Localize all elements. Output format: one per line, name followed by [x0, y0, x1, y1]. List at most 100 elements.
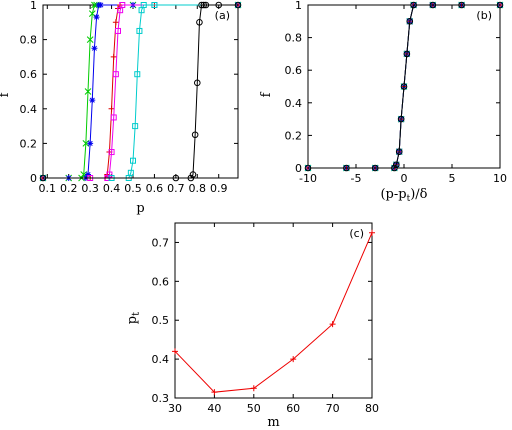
x-tick-label: 40: [207, 402, 221, 415]
data-point: [406, 18, 414, 25]
data-point: [211, 389, 218, 396]
data-point: [187, 174, 195, 182]
x-tick-label: 60: [286, 402, 300, 415]
x-tick-label: 0.7: [167, 182, 185, 195]
data-point: [196, 19, 203, 26]
data-point: [400, 83, 408, 90]
data-point: [89, 97, 96, 104]
series-6: [304, 1, 504, 172]
x-tick-label: 0: [401, 172, 408, 185]
x-tick-label: 10: [493, 172, 507, 185]
plot-frame: [174, 222, 373, 399]
data-point: [290, 356, 297, 363]
data-point: [134, 71, 141, 78]
data-point: [119, 2, 126, 8]
data-point: [132, 123, 139, 130]
data-point: [403, 50, 411, 58]
data-point: [391, 164, 398, 172]
data-point: [410, 1, 417, 9]
data-point: [88, 10, 96, 18]
data-point: [85, 171, 91, 178]
chart-panel-3: 30 40 50 60 70 80 0.3 0.4 0.5 0.6 0.7 m pt (c): [125, 222, 379, 430]
data-point: [91, 45, 98, 52]
y-tick-label: 0.3: [152, 392, 170, 405]
data-point: [112, 19, 119, 26]
data-point: [429, 1, 437, 9]
panel-label: (a): [215, 9, 230, 22]
x-tick-label: 70: [326, 402, 340, 415]
y-tick-label: 0.6: [152, 275, 170, 288]
chart-panel-2: -10 -5 0 5 10 0 0.2 0.4 0.6 0.8 1 (p-pt)/δ f (b): [259, 0, 507, 204]
series-line: [308, 4, 500, 169]
y-tick-label: 0.5: [152, 314, 170, 327]
data-point: [371, 164, 379, 172]
data-point: [343, 164, 350, 172]
y-tick-label: 0.2: [20, 137, 38, 150]
data-point: [250, 385, 257, 392]
data-point: [39, 174, 47, 182]
x-tick-label: 5: [449, 172, 456, 185]
x-tick-label: 30: [168, 402, 182, 415]
x-axis-label: p: [136, 201, 144, 216]
data-point: [172, 348, 178, 355]
data-point: [108, 105, 115, 112]
y-tick-label: 0.6: [285, 64, 303, 77]
panel-label: (c): [349, 227, 364, 240]
y-tick-label: 0: [295, 162, 302, 175]
panel-label: (b): [476, 9, 492, 22]
chart-panel-1: 0.1 0.2 0.3 0.4 0.5 0.6 0.7 0.8 0.900.20.40.60.8…: [0, 0, 242, 216]
data-point: [97, 2, 104, 8]
data-point: [193, 79, 201, 87]
x-tick-label: 0.5: [124, 182, 142, 195]
x-tick-label: 80: [365, 402, 379, 415]
data-point: [110, 53, 117, 60]
data-point: [200, 1, 208, 9]
y-tick-label: 0: [30, 172, 37, 185]
data-point: [369, 229, 375, 236]
data-point: [172, 174, 180, 182]
x-tick-label: 50: [247, 402, 261, 415]
y-axis-label: pt: [125, 312, 142, 324]
data-point: [130, 157, 136, 164]
data-point: [189, 171, 197, 178]
x-tick-label: 0.4: [103, 182, 121, 195]
data-point: [108, 149, 115, 156]
x-axis-label: (p-pt)/δ: [380, 187, 427, 204]
y-tick-label: 0.2: [285, 129, 303, 142]
y-tick-label: 0.8: [285, 32, 303, 45]
data-point: [198, 1, 205, 9]
series-line: [174, 232, 373, 393]
x-tick-label: 0.3: [81, 182, 99, 195]
series-line: [43, 4, 238, 179]
x-tick-label: -5: [351, 172, 362, 185]
data-point: [329, 321, 336, 328]
data-point: [93, 14, 100, 21]
x-tick-label: 0.8: [189, 182, 207, 195]
x-tick-label: 0.1: [39, 182, 57, 195]
y-axis-label: f: [0, 91, 12, 97]
x-tick-label: 0.6: [146, 182, 164, 195]
data-point: [395, 148, 403, 155]
y-tick-label: 0.8: [20, 34, 38, 47]
y-tick-label: 1: [295, 0, 302, 12]
x-tick-label: 0.2: [60, 182, 78, 195]
data-point: [110, 114, 117, 121]
series-6: [39, 1, 242, 182]
y-tick-label: 0.4: [152, 353, 170, 366]
series-line: [43, 4, 238, 179]
data-point: [112, 71, 119, 78]
data-point: [304, 164, 312, 172]
data-point: [191, 131, 199, 139]
data-point: [136, 27, 143, 34]
data-point: [115, 27, 121, 34]
data-point: [393, 161, 400, 169]
x-axis-label: m: [267, 415, 279, 430]
series-line: [43, 4, 238, 179]
data-point: [151, 2, 158, 8]
y-tick-label: 0.4: [20, 103, 38, 116]
data-point: [215, 1, 223, 9]
data-point: [140, 2, 147, 8]
series-4: [40, 2, 241, 181]
data-point: [397, 115, 405, 123]
